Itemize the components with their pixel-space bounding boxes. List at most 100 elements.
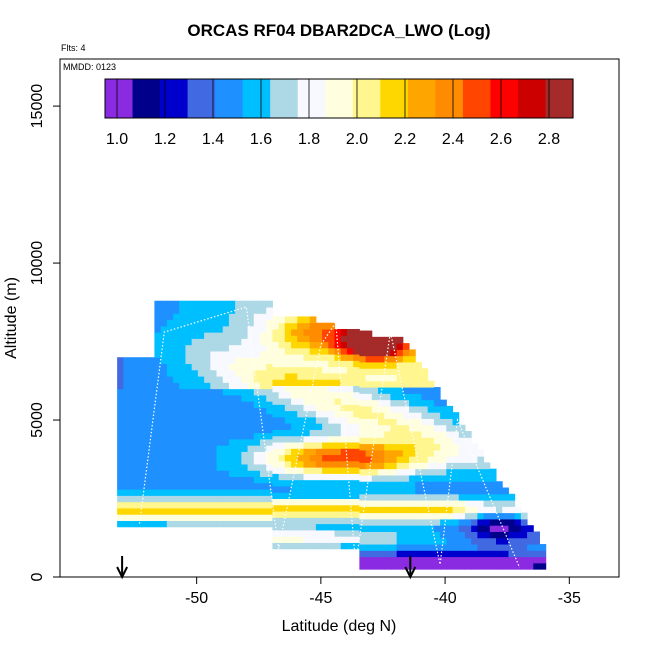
heatmap-cell (458, 431, 466, 438)
heatmap-cell (297, 398, 304, 405)
heatmap-cell (384, 474, 391, 482)
heatmap-cell (179, 338, 186, 346)
heatmap-cell (160, 457, 168, 465)
heatmap-cell (241, 376, 249, 383)
heatmap-cell (173, 332, 180, 339)
heatmap-cell (446, 424, 454, 432)
heatmap-cell (260, 482, 267, 490)
heatmap-cell (390, 431, 398, 438)
heatmap-cell (260, 420, 267, 427)
heatmap-cell (452, 512, 460, 520)
heatmap-cell (433, 562, 441, 570)
heatmap-cell (210, 332, 218, 339)
heatmap-cell (191, 332, 199, 339)
heatmap-cell (141, 394, 149, 402)
heatmap-cell (309, 485, 317, 493)
heatmap-cell (477, 449, 485, 457)
heatmap-cell (421, 437, 429, 445)
heatmap-cell (396, 355, 404, 363)
heatmap-cell (514, 550, 522, 558)
heatmap-cell (334, 379, 342, 386)
heatmap-cell (427, 506, 435, 514)
heatmap-cell (179, 407, 186, 415)
heatmap-cell (533, 537, 540, 545)
colorbar-tick-label: 2.2 (394, 131, 416, 148)
heatmap-cell (315, 429, 323, 437)
heatmap-cell (309, 492, 317, 500)
heatmap-cell (421, 544, 429, 551)
heatmap-cell (247, 482, 255, 490)
heatmap-cell (514, 556, 522, 564)
heatmap-cell (129, 394, 137, 402)
heatmap-cell (440, 462, 447, 470)
heatmap-cell (402, 418, 410, 426)
heatmap-cell (129, 476, 137, 484)
heatmap-cell (396, 537, 404, 545)
heatmap-cell (328, 429, 336, 437)
heatmap-cell (284, 517, 292, 525)
heatmap-cell (471, 512, 478, 520)
heatmap-cell (471, 500, 478, 507)
heatmap-cell (328, 341, 336, 349)
heatmap-cell (340, 360, 348, 368)
heatmap-cell (179, 344, 186, 352)
heatmap-cell (346, 410, 354, 418)
heatmap-cell (328, 454, 336, 462)
heatmap-cell (260, 507, 267, 515)
heatmap-cell (359, 330, 367, 338)
heatmap-cell (278, 398, 286, 405)
heatmap-cell (421, 468, 429, 476)
heatmap-cell (278, 410, 286, 418)
heatmap-cell (402, 449, 410, 457)
heatmap-cell (390, 550, 398, 558)
heatmap-cell (204, 344, 211, 352)
heatmap-cell (266, 382, 273, 390)
heatmap-cell (334, 523, 342, 531)
heatmap-cell (185, 388, 193, 396)
heatmap-cell (340, 372, 348, 380)
heatmap-cell (334, 429, 342, 437)
heatmap-cell (210, 420, 218, 427)
heatmap-cell (228, 432, 236, 440)
heatmap-cell (446, 418, 454, 426)
heatmap-cell (390, 412, 398, 419)
heatmap-cell (309, 347, 317, 355)
heatmap-cell (452, 481, 460, 489)
heatmap-cell (253, 520, 261, 528)
heatmap-cell (291, 366, 298, 374)
heatmap-cell (191, 363, 199, 371)
heatmap-cell (210, 432, 218, 440)
heatmap-cell (409, 525, 416, 532)
heatmap-cell (396, 412, 404, 419)
heatmap-cell (346, 473, 354, 481)
heatmap-cell (334, 366, 342, 374)
heatmap-cell (266, 420, 273, 427)
heatmap-cell (471, 468, 478, 476)
heatmap-cell (440, 424, 447, 432)
heatmap-cell (427, 531, 435, 539)
heatmap-cell (197, 350, 205, 358)
heatmap-cell (191, 376, 199, 383)
heatmap-cell (191, 420, 199, 427)
heatmap-cell (284, 328, 292, 336)
heatmap-cell (378, 468, 385, 476)
heatmap-cell (222, 300, 230, 308)
heatmap-cell (452, 462, 460, 470)
heatmap-cell (322, 542, 329, 550)
heatmap-cell (160, 319, 168, 327)
y-tick-label: 0 (29, 572, 46, 581)
heatmap-cell (346, 335, 354, 343)
heatmap-cell (378, 412, 385, 419)
heatmap-cell (396, 449, 404, 457)
heatmap-cell (278, 485, 286, 493)
flights-note: Flts: 4 (61, 43, 86, 53)
heatmap-cell (185, 319, 193, 327)
heatmap-cell (222, 445, 230, 452)
heatmap-cell (284, 410, 292, 418)
heatmap-cell (148, 438, 155, 446)
heatmap-cell (260, 350, 267, 358)
heatmap-cell (260, 382, 267, 390)
heatmap-cell (135, 451, 143, 459)
heatmap-cell (191, 476, 199, 484)
heatmap-cell (173, 388, 180, 396)
